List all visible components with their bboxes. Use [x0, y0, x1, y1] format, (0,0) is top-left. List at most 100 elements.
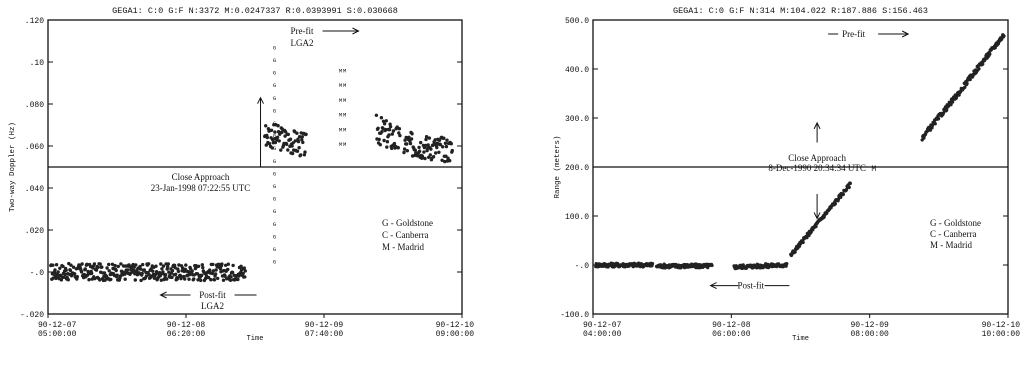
data-point [154, 264, 158, 268]
data-point [161, 264, 166, 268]
data-marker-m: M [343, 112, 346, 119]
data-point [442, 136, 446, 140]
data-point [417, 149, 422, 153]
data-marker-m: M [339, 68, 342, 75]
data-point [59, 278, 64, 282]
data-point [63, 272, 67, 277]
x-tick-time: 05:00:00 [38, 330, 77, 339]
data-point [178, 274, 183, 278]
data-point [226, 262, 230, 266]
data-point [1002, 34, 1006, 38]
data-point [438, 143, 443, 147]
arrow-head [709, 282, 717, 290]
y-axis-label: Range (meters) [554, 135, 562, 198]
x-tick-date: 90-12-10 [436, 321, 475, 330]
x-tick-date: 90-12-10 [982, 321, 1021, 330]
data-point [192, 277, 196, 281]
data-point [398, 133, 402, 138]
data-point [450, 148, 454, 153]
data-marker-g: G [273, 120, 276, 127]
data-point [134, 263, 138, 267]
data-point [71, 265, 76, 269]
y-tick-label: -100.0 [560, 311, 589, 320]
data-point [243, 275, 247, 279]
y-tick-label: 500.0 [565, 17, 589, 26]
data-point [293, 139, 297, 143]
y-tick-label: .060 [25, 143, 44, 152]
data-point [440, 158, 444, 162]
data-point [186, 270, 191, 274]
data-marker-m: M [339, 126, 342, 133]
data-point [304, 132, 308, 136]
data-point [382, 138, 386, 143]
data-point [428, 153, 432, 157]
data-point [184, 263, 188, 267]
x-axis-label: Time [792, 335, 809, 343]
data-point [301, 140, 305, 145]
data-point [392, 141, 397, 146]
close-approach-time: 23-Jan-1998 07:22:55 UTC [151, 183, 251, 193]
y-tick-label: .120 [25, 17, 44, 26]
data-point [396, 146, 400, 150]
data-point [397, 131, 401, 135]
data-point [83, 267, 88, 271]
data-point [427, 136, 431, 140]
data-point [147, 273, 151, 277]
data-point [61, 264, 65, 269]
data-point [302, 153, 307, 157]
data-point [170, 269, 175, 273]
data-point [299, 153, 303, 157]
data-point [107, 269, 111, 273]
data-point [303, 150, 307, 154]
data-point [152, 276, 157, 280]
data-point [218, 266, 223, 271]
data-point [448, 159, 452, 163]
data-marker-g: G [273, 44, 276, 51]
data-point [267, 142, 272, 146]
y-tick-label: -.0 [575, 262, 590, 271]
data-marker-m: M [343, 82, 346, 89]
data-point [132, 265, 136, 269]
data-point [241, 271, 245, 276]
x-tick-time: 09:00:00 [436, 330, 475, 339]
data-point [131, 262, 135, 267]
data-point [80, 262, 84, 266]
data-marker-m: M [343, 97, 346, 104]
data-point [437, 138, 442, 142]
data-point [115, 273, 119, 277]
data-point [968, 77, 972, 82]
data-point [210, 271, 215, 276]
data-point [300, 135, 304, 139]
data-marker-g: G [273, 95, 276, 102]
data-point [196, 264, 201, 268]
data-point [288, 137, 293, 141]
data-marker-g: G [273, 246, 276, 253]
data-point [177, 263, 181, 267]
arrow-head [901, 30, 910, 38]
data-point [62, 275, 66, 279]
arrow-head [352, 27, 360, 35]
data-point [944, 108, 949, 112]
data-point [402, 150, 406, 155]
data-point [388, 125, 393, 129]
data-point [238, 270, 243, 275]
data-point [376, 126, 380, 130]
data-point [207, 275, 211, 280]
data-point [839, 195, 843, 199]
y-tick-label: 200.0 [565, 164, 589, 173]
data-point [243, 269, 247, 273]
y-axis-label: Two-way Doppler (Hz) [9, 122, 17, 212]
data-point [176, 269, 181, 274]
data-point [285, 142, 289, 146]
y-tick-label: .040 [25, 185, 44, 194]
data-point [165, 277, 169, 281]
data-point [158, 274, 162, 278]
x-tick-date: 90-12-07 [38, 321, 77, 330]
data-point [965, 81, 969, 86]
data-point [123, 277, 127, 281]
y-tick-label: -.020 [20, 311, 44, 320]
data-point [94, 268, 99, 272]
data-marker-g: G [273, 158, 276, 165]
data-point [133, 278, 137, 282]
data-marker-g: G [273, 259, 276, 266]
